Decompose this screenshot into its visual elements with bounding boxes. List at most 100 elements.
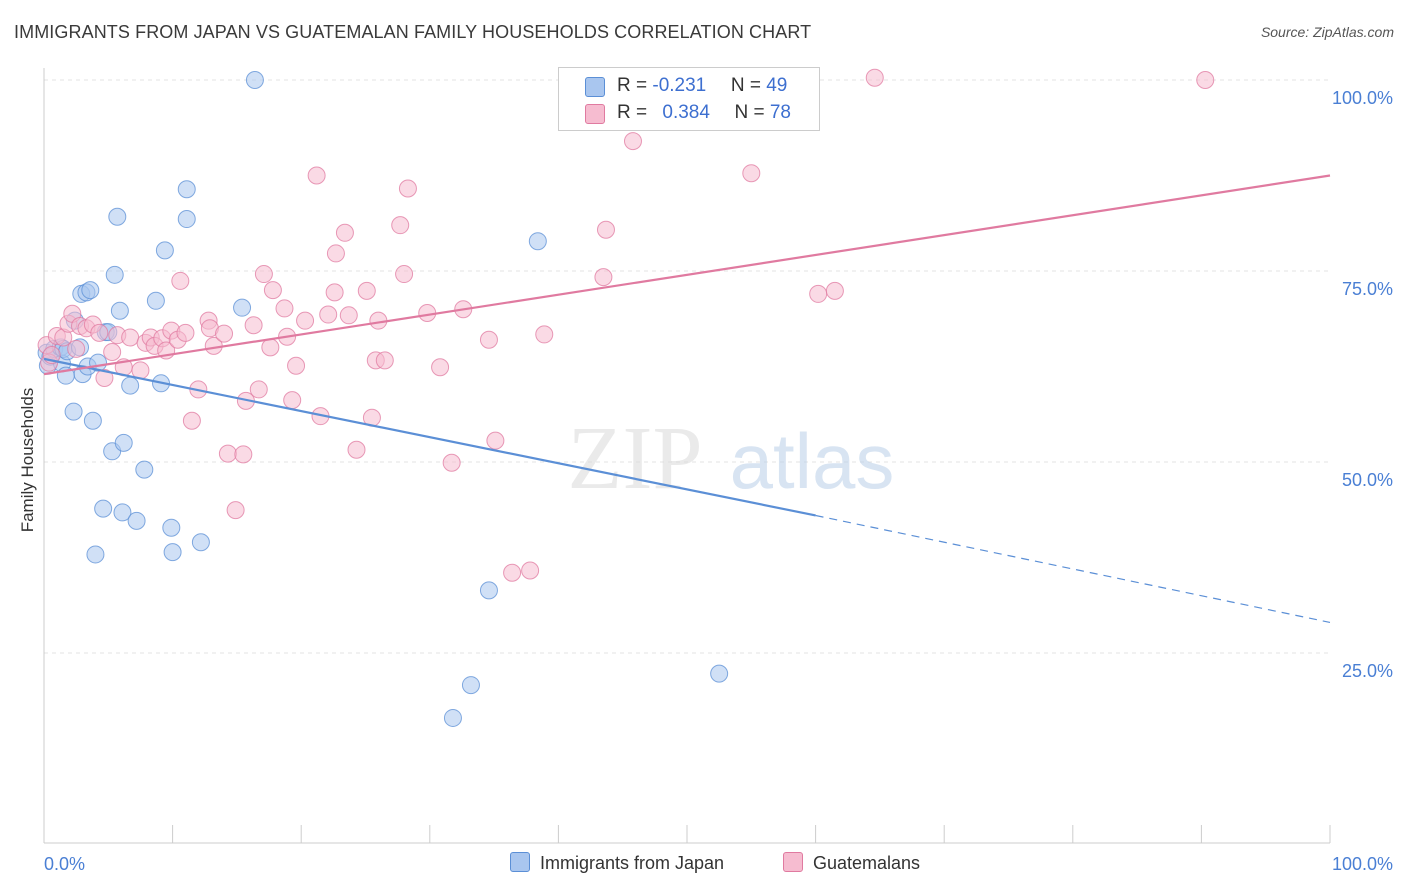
legend-r-label: R = xyxy=(617,102,653,123)
point-guatemalan xyxy=(391,216,410,235)
point-japan xyxy=(191,533,210,552)
watermark: ZIP atlas xyxy=(568,409,895,508)
source-note: Source: ZipAtlas.com xyxy=(1260,24,1394,40)
point-guatemalan xyxy=(347,440,366,459)
point-guatemalan xyxy=(307,166,326,185)
y-axis-label: Family Households xyxy=(18,387,37,533)
point-japan xyxy=(135,460,154,479)
point-guatemalan xyxy=(623,132,642,151)
legend-n-label: N = xyxy=(730,75,767,96)
point-guatemalan xyxy=(103,342,122,361)
point-guatemalan xyxy=(357,281,376,300)
legend-swatch-japan xyxy=(585,77,605,97)
watermark-zip: ZIP xyxy=(568,409,703,508)
point-guatemalan xyxy=(742,164,761,183)
data-points xyxy=(37,68,1215,727)
point-guatemalan xyxy=(90,323,109,342)
point-japan xyxy=(528,232,547,251)
point-japan xyxy=(146,291,165,310)
point-guatemalan xyxy=(182,411,201,430)
point-guatemalan xyxy=(263,281,282,300)
point-guatemalan xyxy=(825,281,844,300)
trend-line-guatemalan xyxy=(43,174,1331,376)
point-japan xyxy=(121,376,140,395)
point-japan xyxy=(155,241,174,260)
point-guatemalan xyxy=(325,283,344,302)
point-guatemalan xyxy=(521,561,540,580)
point-guatemalan xyxy=(261,338,280,357)
point-guatemalan xyxy=(287,356,306,375)
legend-n-value: 49 xyxy=(766,75,788,96)
point-japan xyxy=(177,180,196,199)
trend-lines xyxy=(43,174,1331,624)
point-guatemalan xyxy=(865,68,884,87)
point-guatemalan xyxy=(594,268,613,287)
point-japan xyxy=(245,71,264,89)
bottom-legend-label-japan: Immigrants from Japan xyxy=(540,853,725,873)
tick-labels: 25.0% 50.0% 75.0% 100.0% 0.0% 100.0% xyxy=(44,88,1393,874)
point-guatemalan xyxy=(431,358,450,377)
point-guatemalan xyxy=(283,391,302,410)
point-guatemalan xyxy=(1196,71,1215,89)
stats-legend: R = -0.231 N = 49 R = 0.384 N = 78 xyxy=(558,67,820,131)
point-guatemalan xyxy=(479,330,498,349)
point-japan xyxy=(710,664,729,683)
point-japan xyxy=(461,676,480,695)
point-guatemalan xyxy=(244,316,263,335)
point-japan xyxy=(162,518,181,537)
chart-title: IMMIGRANTS FROM JAPAN VS GUATEMALAN FAMI… xyxy=(14,22,812,42)
point-guatemalan xyxy=(335,223,354,242)
trend-line-japan xyxy=(43,357,816,517)
point-japan xyxy=(479,581,498,600)
bottom-legend-swatch-guatemalans xyxy=(783,852,803,872)
point-japan xyxy=(110,301,129,320)
point-japan xyxy=(64,402,83,421)
point-guatemalan xyxy=(535,325,554,344)
point-japan xyxy=(108,207,127,226)
point-guatemalan xyxy=(67,339,86,358)
point-japan xyxy=(105,265,124,284)
point-guatemalan xyxy=(486,431,505,450)
x-tick-label: 0.0% xyxy=(44,854,85,874)
point-guatemalan xyxy=(809,284,828,303)
point-japan xyxy=(86,545,105,564)
point-guatemalan xyxy=(326,244,345,263)
legend-n-value: 78 xyxy=(769,102,791,123)
point-guatemalan xyxy=(442,453,461,472)
legend-r-value: -0.231 xyxy=(652,75,707,96)
gridlines xyxy=(44,79,1330,654)
point-japan xyxy=(114,433,133,452)
point-guatemalan xyxy=(234,445,253,464)
point-guatemalan xyxy=(503,563,522,582)
point-guatemalan xyxy=(375,351,394,370)
point-guatemalan xyxy=(395,265,414,284)
point-japan xyxy=(83,411,102,430)
point-guatemalan xyxy=(398,179,417,198)
axes xyxy=(43,68,1331,844)
point-guatemalan xyxy=(296,311,315,330)
point-japan xyxy=(163,543,182,562)
y-tick-label: 50.0% xyxy=(1342,470,1393,490)
point-guatemalan xyxy=(171,271,190,290)
point-guatemalan xyxy=(226,501,245,520)
legend-n-label: N = xyxy=(734,102,770,123)
point-japan xyxy=(81,281,100,300)
y-tick-label: 75.0% xyxy=(1342,279,1393,299)
point-guatemalan xyxy=(95,368,114,387)
bottom-legend-guatemalans: Guatemalans xyxy=(783,852,920,874)
point-japan xyxy=(113,503,132,522)
bottom-legend-swatch-japan xyxy=(510,852,530,872)
point-japan xyxy=(127,511,146,530)
watermark-atlas: atlas xyxy=(730,417,895,505)
point-guatemalan xyxy=(218,444,237,463)
point-guatemalan xyxy=(215,324,234,343)
point-guatemalan xyxy=(249,380,268,399)
bottom-legend-japan: Immigrants from Japan xyxy=(510,852,724,874)
legend-r-value: 0.384 xyxy=(662,102,710,123)
legend-swatch-guatemalans xyxy=(585,104,605,124)
point-japan xyxy=(233,298,252,317)
point-japan xyxy=(177,210,196,229)
point-japan xyxy=(94,499,113,518)
point-guatemalan xyxy=(596,220,615,239)
